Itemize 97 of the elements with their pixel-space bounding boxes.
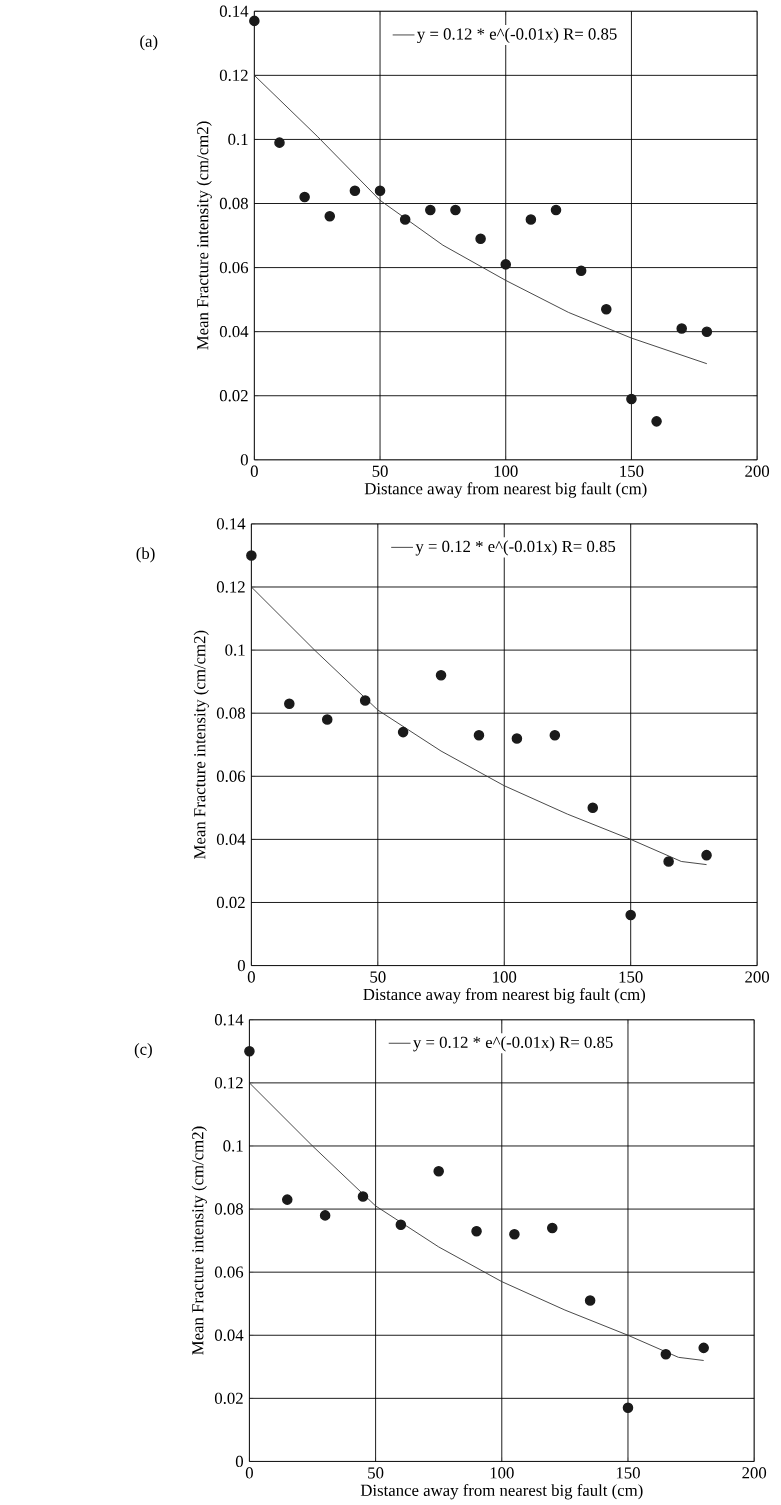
y-tick-label: 0.08 — [219, 197, 249, 210]
point — [274, 137, 285, 148]
point — [575, 265, 587, 277]
point — [663, 856, 675, 867]
point — [319, 1210, 331, 1221]
x-tick-label: 200 — [745, 465, 770, 477]
y-tick-label: 0 — [236, 1455, 244, 1468]
point — [471, 1225, 482, 1237]
y-tick-label: 0.02 — [219, 390, 248, 402]
x-tick-label: 0 — [250, 465, 259, 477]
point — [550, 204, 562, 216]
x-tick-label: 150 — [617, 1467, 641, 1479]
y-tick-label: 0.06 — [219, 261, 249, 274]
point — [511, 733, 523, 744]
x-tick-label: 200 — [742, 1467, 767, 1479]
point — [282, 1194, 293, 1205]
y-tick-label: 0 — [237, 959, 246, 972]
x-tick-label: 150 — [620, 465, 644, 477]
x-tick-label: 100 — [490, 1467, 514, 1479]
text: (a) — [140, 35, 158, 51]
x-tick-label: 50 — [372, 465, 388, 477]
point — [660, 1348, 672, 1360]
point — [698, 1342, 710, 1354]
point — [547, 1222, 558, 1234]
x-tick-label: 100 — [493, 971, 517, 983]
y-axis-title: Mean Fracture intensity (cm/cm2) — [191, 1126, 207, 1355]
point — [360, 695, 371, 706]
point — [400, 214, 411, 225]
legend-label: y = 0.12 * e^(-0.01x) R= 0.85 — [415, 540, 616, 556]
point — [322, 714, 333, 725]
x-tick-label: 50 — [368, 1467, 384, 1479]
y-tick-label: 0.06 — [215, 1266, 244, 1278]
y-tick-label: 0.12 — [215, 1077, 243, 1089]
point — [622, 1402, 634, 1414]
y-axis-title: Mean Fracture intensity (cm/cm2) — [193, 630, 209, 859]
text: (c) — [134, 1043, 153, 1059]
y-tick-label: 0.1 — [225, 644, 245, 656]
point — [435, 670, 447, 681]
point — [701, 849, 712, 861]
line-series — [249, 1082, 705, 1361]
y-tick-label: 0.08 — [215, 1203, 244, 1215]
point — [433, 1165, 445, 1177]
point — [626, 393, 637, 405]
y-tick-label: 0.12 — [217, 581, 245, 593]
text: (b) — [136, 547, 155, 563]
y-tick-label: 0.04 — [215, 1329, 244, 1341]
point — [601, 303, 612, 315]
point — [244, 1046, 255, 1057]
point — [397, 726, 409, 738]
legend-label: y = 0.12 * e^(-0.01x) R= 0.85 — [417, 27, 617, 44]
x-axis-title: Distance away from nearest big fault (cm) — [360, 1483, 643, 1500]
point — [357, 1191, 369, 1202]
point — [500, 259, 512, 270]
x-axis-title: Distance away from nearest big fault (cm) — [364, 482, 647, 498]
point — [450, 204, 461, 216]
point — [299, 191, 311, 203]
y-tick-label: 0.1 — [223, 1140, 243, 1152]
line-series — [254, 74, 708, 365]
point — [509, 1229, 520, 1240]
x-tick-label: 100 — [494, 465, 518, 477]
line-series — [251, 586, 708, 866]
legend-label: y = 0.12 * e^(-0.01x) R= 0.85 — [413, 1036, 613, 1052]
y-tick-label: 0.04 — [217, 833, 246, 846]
point — [525, 214, 537, 225]
y-tick-label: 0.08 — [217, 707, 246, 719]
y-tick-label: 0.1 — [228, 133, 248, 146]
point — [651, 416, 662, 427]
y-tick-label: 0.02 — [217, 896, 245, 909]
point — [676, 323, 688, 334]
point — [425, 204, 436, 216]
point — [395, 1219, 407, 1231]
x-tick-label: 150 — [619, 971, 643, 983]
point — [246, 550, 257, 561]
point — [349, 185, 361, 196]
point — [625, 909, 637, 921]
point — [374, 185, 386, 196]
point — [473, 730, 485, 741]
point — [587, 802, 599, 814]
y-tick-label: 0.12 — [219, 69, 248, 82]
point — [584, 1295, 596, 1306]
point — [701, 326, 713, 337]
y-tick-label: 0.14 — [219, 5, 249, 17]
y-tick-label: 0.14 — [215, 1014, 244, 1026]
point — [284, 698, 295, 709]
y-tick-label: 0.02 — [215, 1392, 243, 1405]
x-tick-label: 50 — [370, 971, 386, 983]
y-tick-label: 0.04 — [219, 325, 249, 338]
y-axis-title: Mean Fracture intensity (cm/cm2) — [196, 121, 212, 350]
x-tick-label: 200 — [745, 971, 770, 983]
x-axis-title: Distance away from nearest big fault (cm) — [363, 988, 646, 1004]
y-tick-label: 0.06 — [217, 770, 246, 782]
point — [249, 15, 260, 27]
y-tick-label: 0 — [240, 454, 249, 466]
y-tick-label: 0.14 — [217, 518, 246, 530]
point — [549, 730, 561, 741]
point — [475, 233, 486, 245]
point — [324, 211, 336, 222]
